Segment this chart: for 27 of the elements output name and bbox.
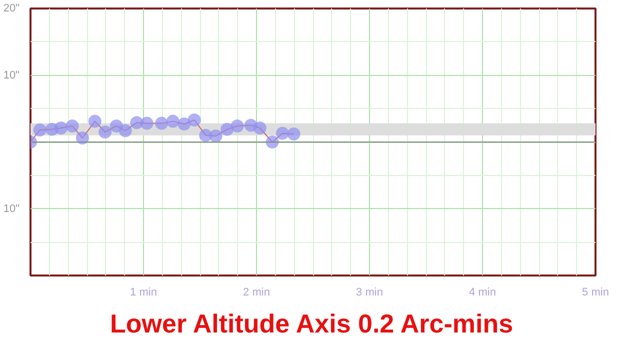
point <box>220 122 234 136</box>
point <box>166 114 180 128</box>
point <box>76 132 89 144</box>
point <box>230 119 244 132</box>
x-tick-label: 3 min <box>356 286 383 298</box>
point <box>276 126 289 140</box>
point <box>66 119 79 132</box>
point <box>188 113 201 126</box>
x-tick-label: 4 min <box>469 286 496 298</box>
x-tick-label: 1 min <box>130 286 157 298</box>
point <box>140 116 154 130</box>
y-tick-label: 10" <box>3 69 20 82</box>
point <box>287 128 300 140</box>
y-tick-label: 20" <box>3 2 20 14</box>
x-tick-label: 2 min <box>243 286 270 298</box>
point <box>88 114 102 128</box>
point <box>178 117 191 130</box>
y-tick-label: 10" <box>3 202 20 215</box>
point <box>98 126 112 138</box>
point <box>209 130 222 142</box>
text: Lower Altitude Axis 0.2 Arc-mins <box>110 308 514 338</box>
x-tick-label: 5 min <box>582 286 609 298</box>
point <box>155 116 168 130</box>
point <box>118 124 132 138</box>
point <box>54 121 68 134</box>
point <box>33 124 46 136</box>
point <box>253 121 266 134</box>
